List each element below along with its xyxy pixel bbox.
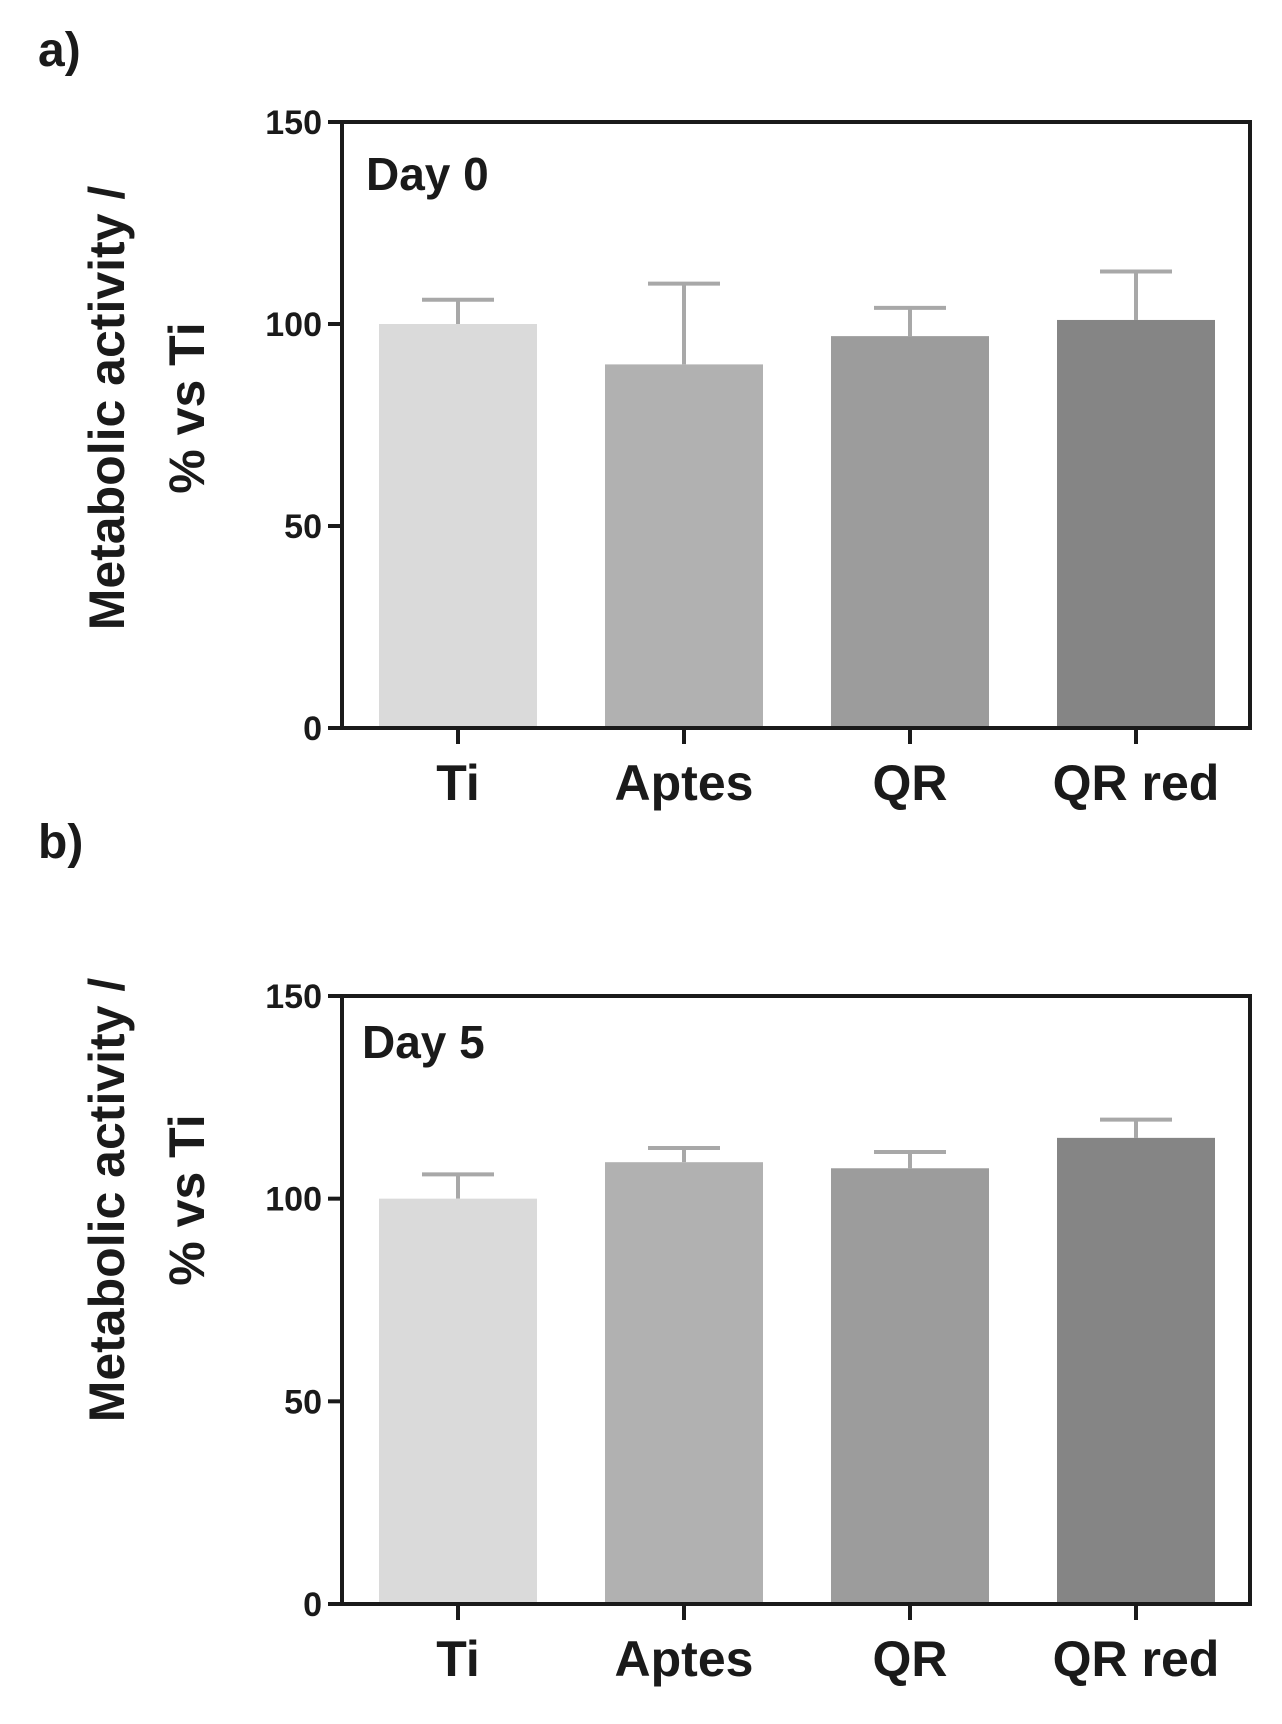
plot-frame-a [340,120,1252,730]
chart-title-b: Day 5 [362,1016,485,1068]
y-tick-label-a-3: 150 [265,104,322,142]
y-tick-label-b-2: 100 [265,1181,322,1219]
chart-panel-b: b) Metabolic activity / % vs Ti 0 50 100 15… [38,816,1252,1687]
bar-a-0 [379,324,537,728]
x-tick-label-a-0: Ti [436,755,480,811]
y-tick-label-a-0: 0 [303,710,322,748]
x-tick-label-b-1: Aptes [615,1631,754,1687]
x-tick-label-a-3: QR red [1053,755,1220,811]
bar-b-2 [831,1168,989,1604]
bar-b-0 [379,1198,537,1604]
plot-frame-b [340,994,1252,1606]
y-tick-label-a-1: 50 [284,508,322,546]
y-axis-title-line1-b: Metabolic activity / [79,978,135,1423]
x-tick-label-b-0: Ti [436,1631,480,1687]
bar-a-2 [831,336,989,728]
y-axis-title-line1-a: Metabolic activity / [79,186,135,631]
y-tick-label-b-1: 50 [284,1383,322,1421]
y-axis-title-line2-b: % vs Ti [159,1114,215,1285]
chart-panel-a: a) Metabolic activity / % vs Ti 0 50 100 15… [38,24,1252,811]
x-tick-label-a-2: QR [873,755,948,811]
y-tick-label-a-2: 100 [265,306,322,344]
x-tick-label-b-2: QR [873,1631,948,1687]
y-tick-label-b-3: 150 [265,978,322,1016]
plot-area-a: 0 50 100 150 Ti Aptes QR QR red [265,104,1252,811]
bar-a-3 [1057,319,1215,728]
panel-label-a: a) [38,24,81,77]
bar-b-1 [605,1162,763,1604]
x-tick-label-b-3: QR red [1053,1631,1220,1687]
plot-area-b: 0 50 100 150 Ti Aptes QR QR red [265,978,1252,1687]
y-axis-title-b: Metabolic activity / % vs Ti [79,978,215,1423]
y-axis-title-a: Metabolic activity / % vs Ti [79,186,215,631]
y-axis-title-line2-a: % vs Ti [159,322,215,493]
bar-a-1 [605,364,763,728]
panel-label-b: b) [38,816,83,869]
bar-b-3 [1057,1137,1215,1604]
x-tick-label-a-1: Aptes [615,755,754,811]
y-tick-label-b-0: 0 [303,1586,322,1624]
chart-title-a: Day 0 [366,148,489,200]
